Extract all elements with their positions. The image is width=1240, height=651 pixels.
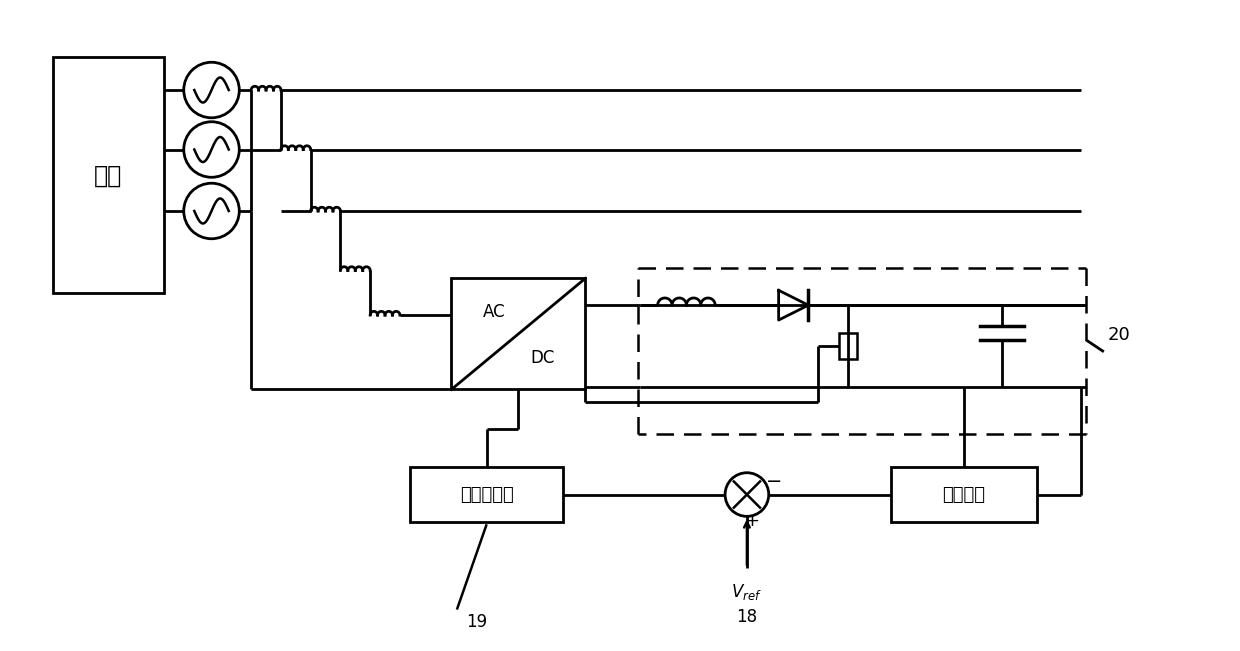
Text: AC: AC <box>482 303 506 321</box>
Text: 20: 20 <box>1107 326 1131 344</box>
Text: 电压采集: 电压采集 <box>942 486 986 503</box>
Bar <box>451 279 585 389</box>
Bar <box>53 57 164 294</box>
Bar <box>890 467 1038 522</box>
Bar <box>409 467 563 522</box>
Text: 18: 18 <box>737 607 758 626</box>
Text: DC: DC <box>531 350 554 367</box>
Text: 电压控制器: 电压控制器 <box>460 486 513 503</box>
Bar <box>839 333 857 359</box>
Text: −: − <box>765 471 782 491</box>
Text: 电机: 电机 <box>94 163 123 187</box>
Text: $V_{ref}$: $V_{ref}$ <box>732 582 763 602</box>
Text: 19: 19 <box>466 613 487 631</box>
Text: +: + <box>744 512 759 531</box>
